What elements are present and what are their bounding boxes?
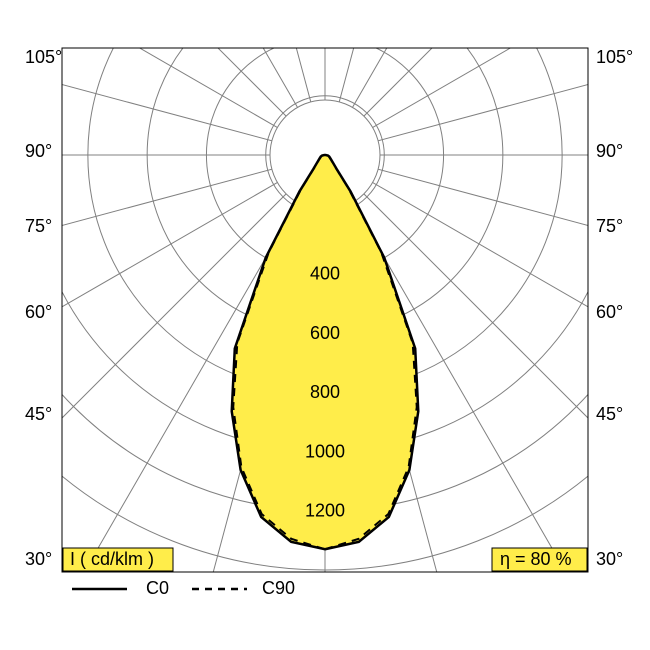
ring-label: 1200 xyxy=(305,501,345,521)
angle-label-left: 75° xyxy=(25,216,52,236)
angle-label-right: 90° xyxy=(596,141,623,161)
angle-label-right: 60° xyxy=(596,302,623,322)
ring-label: 600 xyxy=(310,323,340,343)
ring-label: 1000 xyxy=(305,441,345,461)
angle-label-left: 60° xyxy=(25,302,52,322)
angle-label-right: 75° xyxy=(596,216,623,236)
legend-c90-label: C90 xyxy=(262,578,295,598)
angle-label-right: 45° xyxy=(596,404,623,424)
angle-label-left: 30° xyxy=(25,549,52,569)
photometric-polar-chart: 400 600 800 1000 1200 105° 90° 75° 60° 45° 30° 105°… xyxy=(0,0,650,650)
c0-fill xyxy=(232,155,419,549)
angle-label-right: 105° xyxy=(596,47,633,67)
ring-label: 800 xyxy=(310,382,340,402)
legend-c0-label: C0 xyxy=(146,578,169,598)
angle-label-left: 45° xyxy=(25,404,52,424)
ring-label: 400 xyxy=(310,264,340,284)
unit-label: I ( cd/klm ) xyxy=(70,549,154,569)
efficiency-label: η = 80 % xyxy=(500,549,572,569)
angle-label-left: 90° xyxy=(25,141,52,161)
angle-label-left: 105° xyxy=(25,47,62,67)
angle-label-right: 30° xyxy=(596,549,623,569)
